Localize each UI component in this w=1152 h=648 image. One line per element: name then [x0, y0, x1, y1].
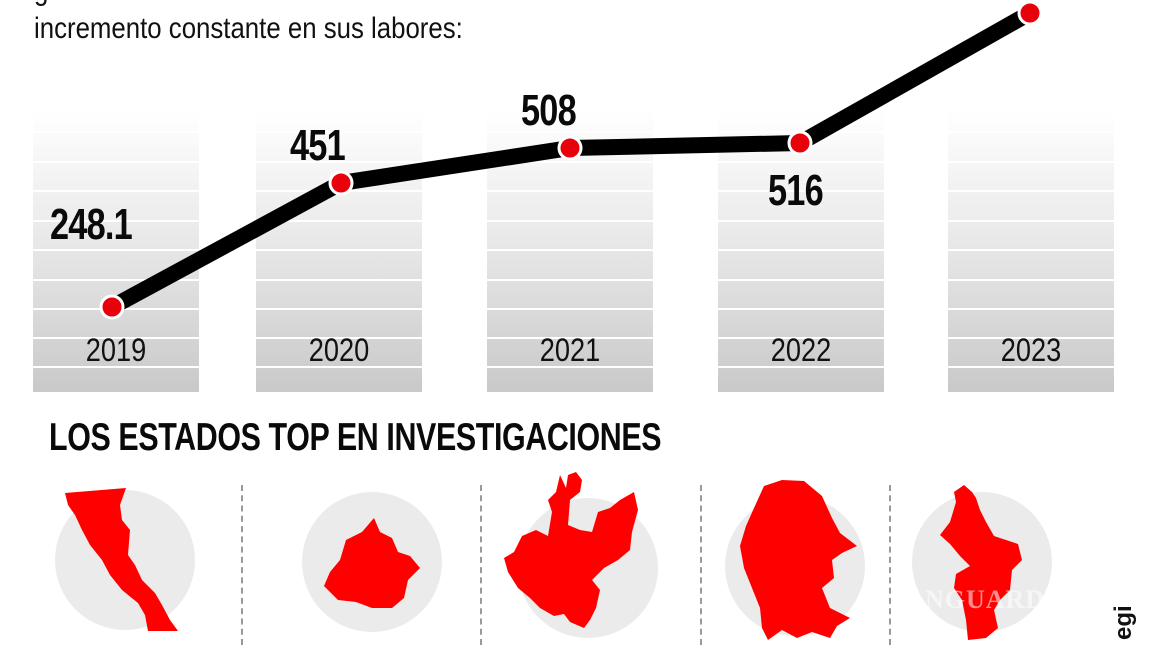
divider	[889, 485, 891, 645]
year-label-2019: 2019	[85, 332, 147, 368]
watermark: NGUARD	[925, 585, 1046, 614]
year-label-2022: 2022	[770, 332, 832, 368]
year-label-2020: 2020	[308, 332, 370, 368]
nuevo-leon-map-icon	[912, 485, 1052, 640]
divider	[480, 485, 482, 645]
data-point-2019	[99, 294, 125, 320]
value-label-2020: 451	[290, 121, 346, 170]
value-label-2021: 508	[521, 86, 577, 135]
column-2020: 2020	[256, 110, 422, 392]
data-point-2021	[557, 135, 583, 161]
data-point-2023	[1017, 0, 1043, 26]
subtitle: incremento constante en sus labores:	[34, 12, 463, 45]
coahuila-map-icon	[725, 480, 865, 640]
source-label: egi	[1110, 605, 1137, 640]
baja-california-map-icon	[55, 488, 195, 631]
cut-off-headline: g	[34, 0, 48, 8]
year-label-2021: 2021	[539, 332, 601, 368]
jalisco-map-icon	[504, 472, 658, 638]
divider	[700, 485, 702, 645]
section-title: LOS ESTADOS TOP EN INVESTIGACIONES	[49, 416, 662, 459]
column-2022: 2022	[718, 110, 884, 392]
value-label-2022: 516	[768, 166, 824, 215]
aguascalientes-map-icon	[302, 492, 442, 632]
data-point-2022	[787, 130, 813, 156]
year-label-2023: 2023	[1000, 332, 1062, 368]
line-series	[99, 0, 1043, 320]
value-label-2019: 248.1	[50, 200, 133, 249]
data-point-2020	[328, 170, 354, 196]
column-2023: 2023	[948, 110, 1114, 392]
divider	[241, 485, 243, 645]
column-2019: 2019	[33, 110, 199, 392]
